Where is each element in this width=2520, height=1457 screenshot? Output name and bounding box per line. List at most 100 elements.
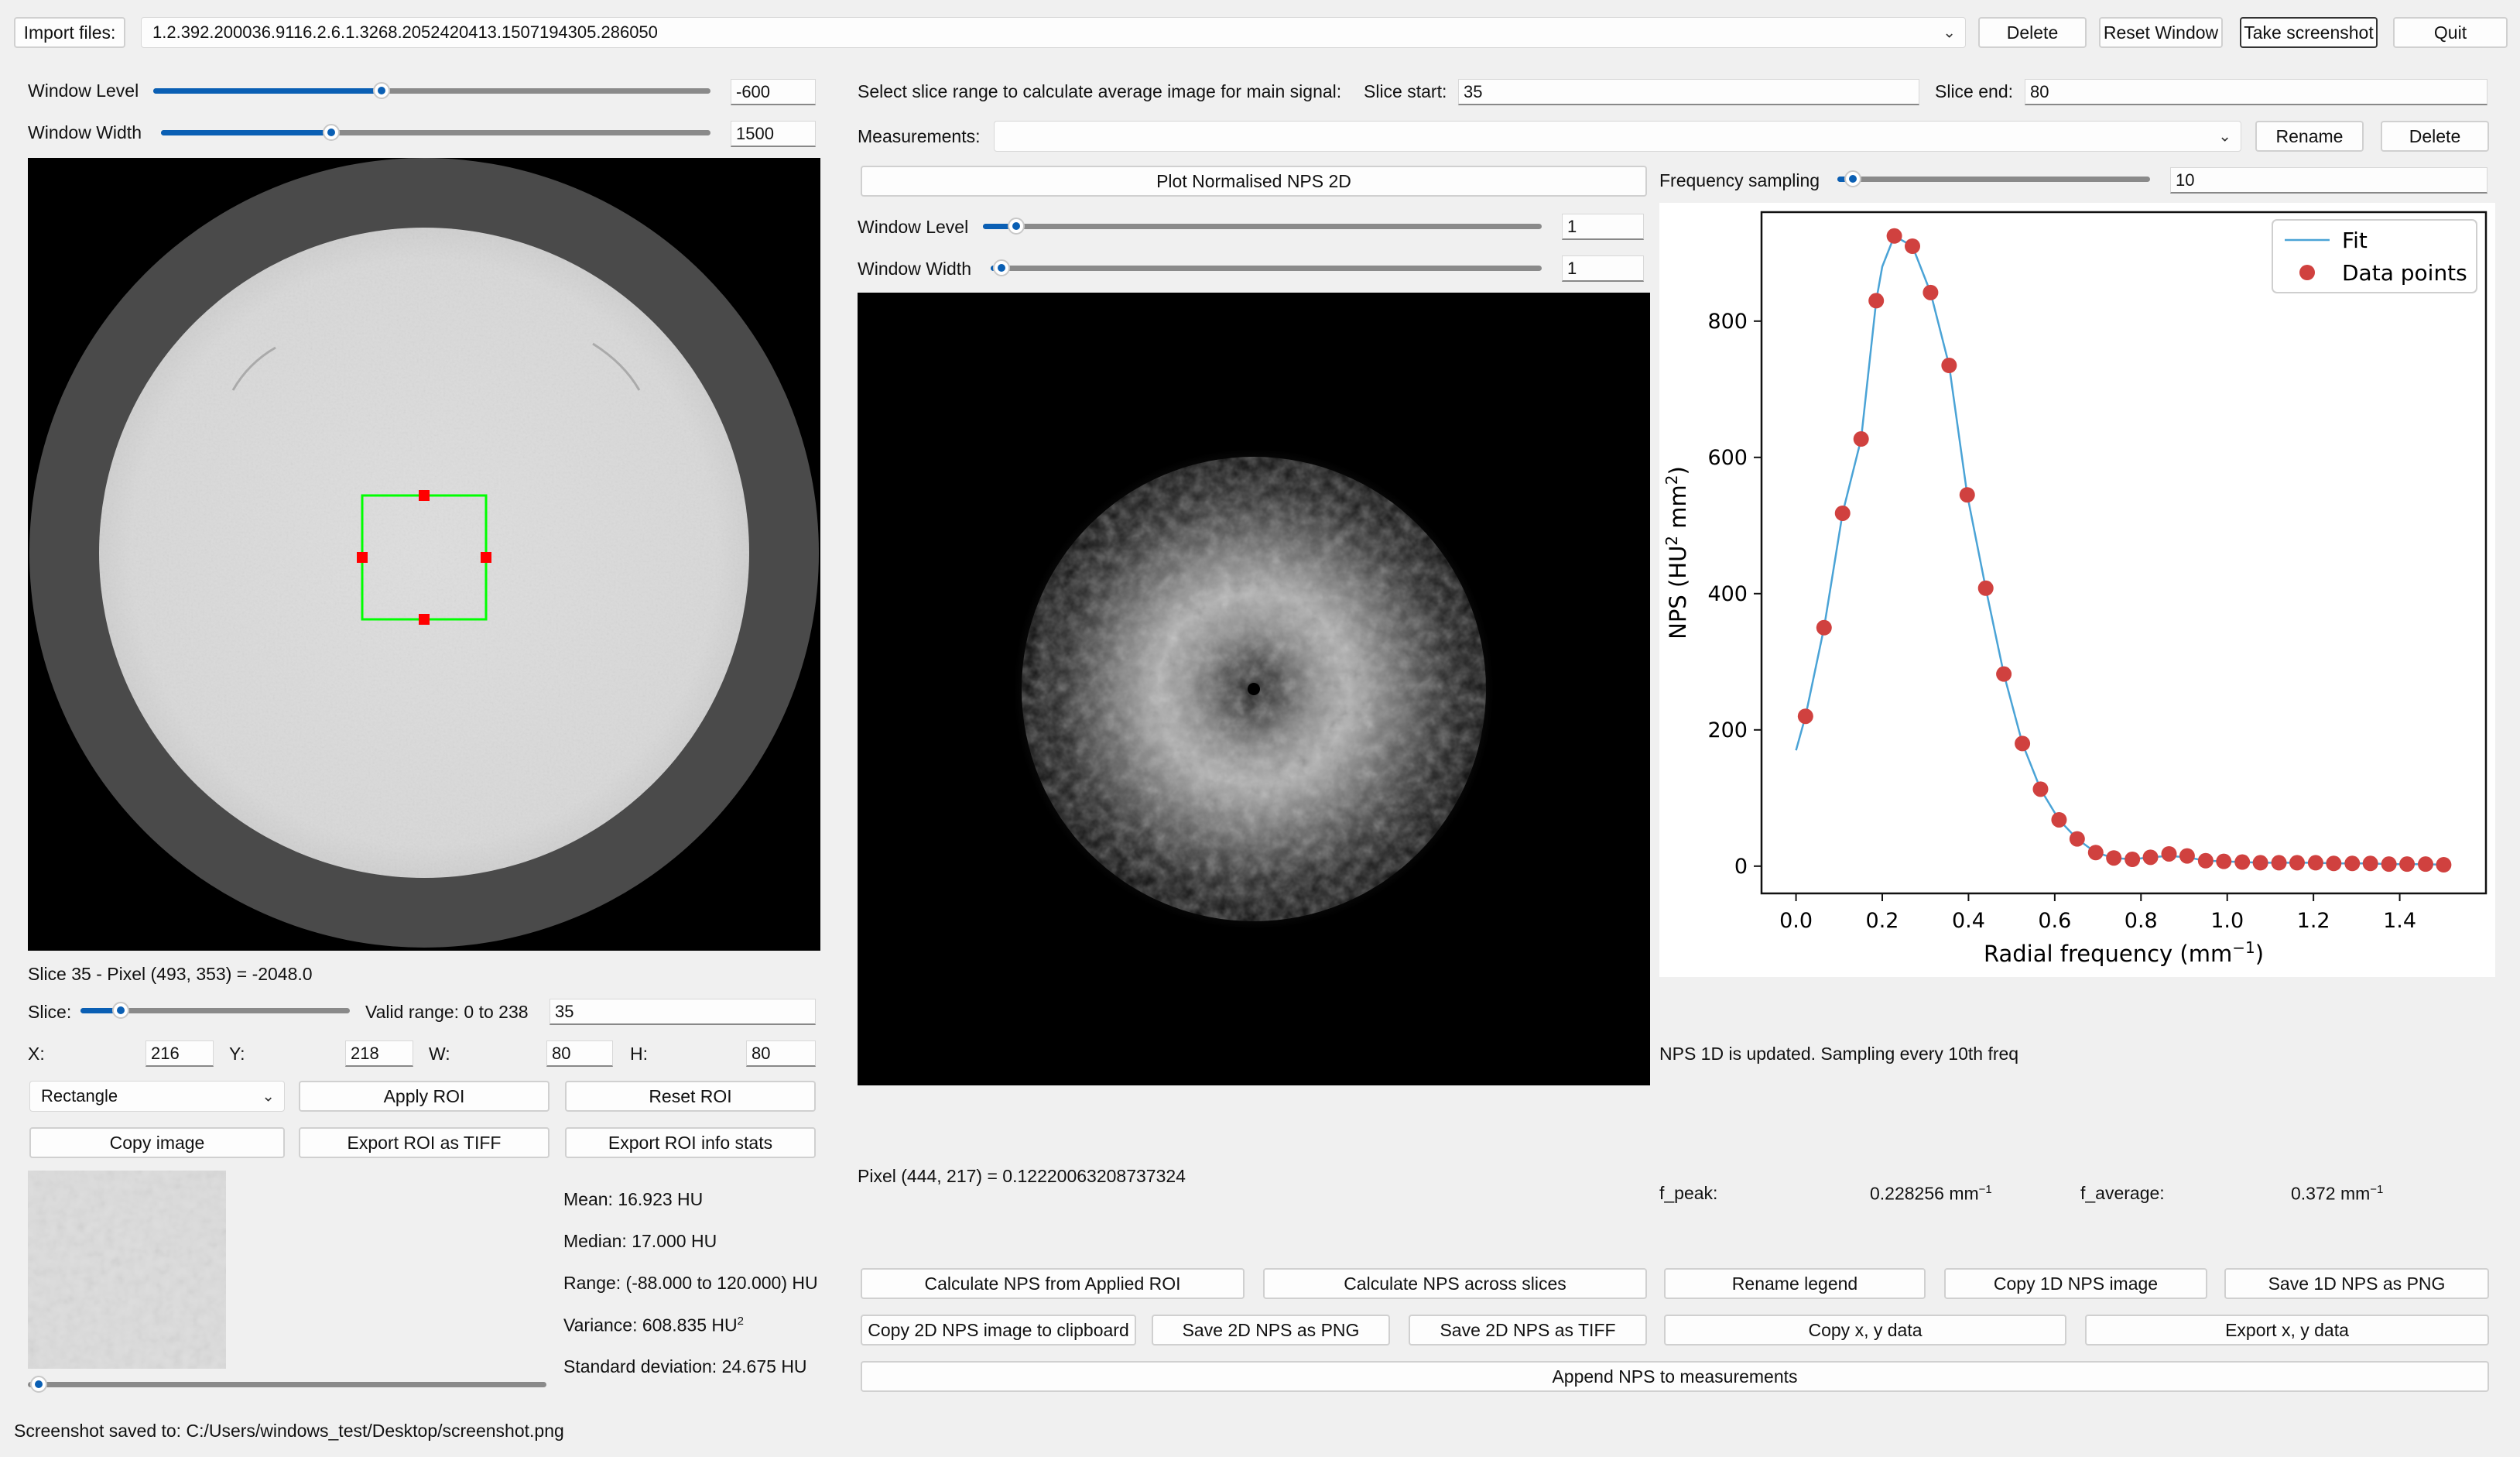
- slider-thumb[interactable]: [30, 1376, 47, 1393]
- measurements-label: Measurements:: [858, 126, 981, 146]
- take-screenshot-button[interactable]: Take screenshot: [2240, 17, 2378, 48]
- delete-measurement-button[interactable]: Delete: [2381, 121, 2489, 152]
- data-point: [2051, 811, 2067, 828]
- slice-start-input[interactable]: 35: [1458, 79, 1919, 105]
- data-point: [1977, 580, 1994, 596]
- data-point: [2032, 781, 2049, 797]
- copy-xy-data-button[interactable]: Copy x, y data: [1664, 1315, 2066, 1346]
- x-tick-label: 1.4: [2383, 909, 2416, 933]
- plot-area: [1760, 211, 2487, 895]
- roi-handle-bottom[interactable]: [419, 614, 430, 625]
- ct-image-view[interactable]: [28, 158, 820, 951]
- delete-file-button[interactable]: Delete: [1978, 17, 2087, 48]
- file-select[interactable]: 1.2.392.200036.9116.2.6.1.3268.205242041…: [141, 17, 1966, 48]
- slider-thumb[interactable]: [323, 124, 341, 141]
- reset-roi-button[interactable]: Reset ROI: [565, 1081, 816, 1112]
- apply-roi-button[interactable]: Apply ROI: [299, 1081, 550, 1112]
- nps-1d-chart: 0 200 400 600 800 0.0 0.2 0.4 0.6 0.8 1.0 1.2 1.4 R…: [1659, 203, 2495, 977]
- chart-legend: Fit Data points: [2272, 219, 2477, 293]
- window-width-slider[interactable]: [161, 122, 710, 143]
- y-input[interactable]: 218: [345, 1040, 413, 1067]
- slice-start-label: Slice start:: [1364, 81, 1447, 101]
- y-axis-label: NPS (HU2 mm2): [1662, 466, 1691, 639]
- h-input[interactable]: 80: [746, 1040, 816, 1067]
- copy-1d-nps-image-button[interactable]: Copy 1D NPS image: [1944, 1268, 2207, 1299]
- f-peak-unit-sup: −1: [1978, 1183, 1992, 1196]
- data-point: [2307, 855, 2323, 871]
- data-point: [1905, 238, 1920, 254]
- nps-window-width-slider[interactable]: [991, 257, 1542, 279]
- roi-handle-right[interactable]: [481, 552, 491, 563]
- f-peak-label: f_peak:: [1659, 1183, 1718, 1203]
- data-point: [1923, 284, 1939, 300]
- measurements-select[interactable]: ⌄: [994, 121, 2241, 152]
- nps-window-level-slider[interactable]: [983, 215, 1542, 237]
- chevron-down-icon[interactable]: ⌄: [2218, 128, 2231, 146]
- chevron-down-icon[interactable]: ⌄: [262, 1088, 275, 1106]
- data-point: [1853, 431, 1869, 447]
- slider-thumb[interactable]: [993, 259, 1011, 276]
- slice-input[interactable]: 35: [550, 999, 816, 1025]
- y-tick-label: 600: [1707, 446, 1748, 470]
- nps-2d-image: [1014, 449, 1494, 929]
- y-tick-label: 200: [1707, 718, 1748, 742]
- roi-handle-top[interactable]: [419, 490, 430, 501]
- data-point: [2179, 848, 2195, 864]
- chevron-down-icon[interactable]: ⌄: [1943, 24, 1956, 42]
- reset-window-button[interactable]: Reset Window: [2099, 17, 2223, 48]
- nps-window-width-input[interactable]: 1: [1562, 255, 1644, 282]
- frequency-sampling-slider[interactable]: [1837, 168, 2150, 190]
- frequency-sampling-label: Frequency sampling: [1659, 170, 1820, 190]
- roi-shape-select[interactable]: Rectangle ⌄: [29, 1081, 285, 1112]
- plot-nps-2d-button[interactable]: Plot Normalised NPS 2D: [861, 166, 1647, 197]
- rename-measurement-button[interactable]: Rename: [2255, 121, 2364, 152]
- slider-thumb[interactable]: [1008, 218, 1025, 235]
- slider-thumb[interactable]: [112, 1002, 130, 1019]
- roi-preview-image: [28, 1171, 226, 1369]
- export-roi-tiff-button[interactable]: Export ROI as TIFF: [299, 1127, 550, 1158]
- x-input[interactable]: 216: [146, 1040, 214, 1067]
- f-peak-number: 0.228256 mm: [1870, 1183, 1979, 1204]
- import-files-button[interactable]: Import files:: [14, 17, 125, 48]
- save-1d-nps-png-button[interactable]: Save 1D NPS as PNG: [2224, 1268, 2489, 1299]
- w-input[interactable]: 80: [546, 1040, 613, 1067]
- stat-mean: Mean: 16.923 HU: [563, 1189, 704, 1209]
- window-level-input[interactable]: -600: [731, 79, 816, 105]
- save-2d-nps-tiff-button[interactable]: Save 2D NPS as TIFF: [1409, 1315, 1647, 1346]
- slice-end-input[interactable]: 80: [2025, 79, 2487, 105]
- copy-2d-nps-clipboard-button[interactable]: Copy 2D NPS image to clipboard: [861, 1315, 1136, 1346]
- copy-image-button[interactable]: Copy image: [29, 1127, 285, 1158]
- y-tick-label: 800: [1707, 310, 1748, 334]
- slice-end-label: Slice end:: [1935, 81, 2014, 101]
- export-roi-info-button[interactable]: Export ROI info stats: [565, 1127, 816, 1158]
- f-average-unit-sup: −1: [2370, 1183, 2384, 1196]
- calc-nps-across-slices-button[interactable]: Calculate NPS across slices: [1263, 1268, 1647, 1299]
- nps-window-level-input[interactable]: 1: [1562, 214, 1644, 240]
- roi-preview-slider[interactable]: [28, 1373, 546, 1395]
- data-point: [1996, 666, 2012, 682]
- rename-legend-button[interactable]: Rename legend: [1664, 1268, 1926, 1299]
- slider-thumb[interactable]: [373, 82, 391, 99]
- window-width-input[interactable]: 1500: [731, 121, 816, 147]
- x-tick-label: 0.2: [1866, 909, 1899, 933]
- roi-handle-left[interactable]: [357, 552, 368, 563]
- stat-variance: Variance: 608.835 HU2: [563, 1315, 744, 1336]
- data-point: [2399, 856, 2416, 872]
- data-point: [2106, 850, 2122, 866]
- nps-2d-image-view[interactable]: [858, 293, 1650, 1085]
- quit-button[interactable]: Quit: [2393, 17, 2508, 48]
- calc-nps-applied-roi-button[interactable]: Calculate NPS from Applied ROI: [861, 1268, 1245, 1299]
- data-point: [1959, 487, 1975, 503]
- x-tick-label: 1.2: [2297, 909, 2330, 933]
- nps-window-width-label: Window Width: [858, 259, 971, 279]
- append-nps-button[interactable]: Append NPS to measurements: [861, 1361, 2489, 1392]
- window-level-slider[interactable]: [153, 80, 710, 101]
- slice-slider[interactable]: [80, 999, 350, 1021]
- stat-std: Standard deviation: 24.675 HU: [563, 1356, 807, 1376]
- slider-thumb[interactable]: [1844, 170, 1862, 187]
- x-tick-label: 0.6: [2038, 909, 2071, 933]
- export-xy-data-button[interactable]: Export x, y data: [2085, 1315, 2489, 1346]
- save-2d-nps-png-button[interactable]: Save 2D NPS as PNG: [1152, 1315, 1390, 1346]
- frequency-sampling-input[interactable]: 10: [2170, 167, 2487, 194]
- data-point: [2344, 855, 2361, 872]
